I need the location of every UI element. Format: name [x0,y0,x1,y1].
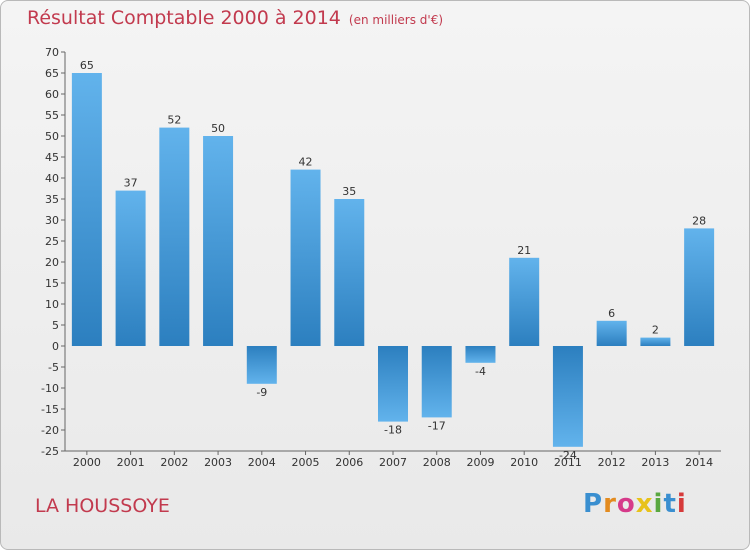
chart-title: Résultat Comptable 2000 à 2014 (en millie… [27,7,443,29]
data-label: 2 [652,324,659,337]
chart-subtitle: (en milliers d'€) [348,13,444,27]
bar-2005[interactable] [290,169,321,346]
y-tick-label: 15 [45,277,59,290]
data-label: 65 [80,59,94,72]
bar-2003[interactable] [203,136,234,346]
x-tick-label: 2010 [510,456,538,469]
bar-2001[interactable] [115,190,146,346]
chart-title-text: Résultat Comptable 2000 à 2014 [27,7,341,29]
data-label: -4 [475,365,486,378]
x-tick-label: 2008 [423,456,451,469]
bar-2006[interactable] [334,199,365,346]
data-label: 37 [124,177,138,190]
y-tick-label: 20 [45,256,59,269]
x-tick-label: 2000 [73,456,101,469]
data-label: -17 [428,419,446,432]
y-tick-label: 60 [45,88,59,101]
x-tick-label: 2001 [117,456,145,469]
y-tick-label: 65 [45,67,59,80]
y-tick-label: -25 [41,445,59,458]
bar-2004[interactable] [246,346,277,384]
x-tick-label: 2013 [641,456,669,469]
data-label: -9 [256,386,267,399]
data-label: -18 [384,424,402,437]
y-tick-label: -5 [48,361,59,374]
y-tick-label: -15 [41,403,59,416]
y-tick-label: 35 [45,193,59,206]
y-tick-label: 10 [45,298,59,311]
data-label: 21 [517,244,531,257]
bar-2010[interactable] [509,257,540,346]
x-tick-label: 2014 [685,456,713,469]
y-tick-label: 25 [45,235,59,248]
x-tick-label: 2005 [292,456,320,469]
y-tick-label: 30 [45,214,59,227]
data-label: 6 [608,307,615,320]
bar-2011[interactable] [552,346,583,447]
y-tick-label: 50 [45,130,59,143]
x-tick-label: 2003 [204,456,232,469]
bar-2002[interactable] [159,127,190,346]
data-label: 28 [692,214,706,227]
bar-2000[interactable] [71,73,102,346]
data-label: -24 [559,449,577,462]
y-tick-label: -10 [41,382,59,395]
x-tick-label: 2009 [466,456,494,469]
x-tick-label: 2012 [598,456,626,469]
data-label: 52 [167,114,181,127]
bar-2012[interactable] [596,320,627,346]
y-tick-label: 5 [52,319,59,332]
y-tick-label: 55 [45,109,59,122]
y-tick-label: 40 [45,172,59,185]
bar-2007[interactable] [378,346,408,422]
y-tick-label: -20 [41,424,59,437]
x-tick-label: 2006 [335,456,363,469]
proxiti-logo[interactable]: Proxiti [583,489,687,519]
bar-2014[interactable] [684,228,715,346]
y-tick-label: 0 [52,340,59,353]
bar-2008[interactable] [421,346,452,418]
x-tick-label: 2011 [554,456,582,469]
bar-2013[interactable] [640,337,671,346]
data-label: 50 [211,122,225,135]
commune-name: LA HOUSSOYE [35,495,170,517]
x-tick-label: 2007 [379,456,407,469]
y-tick-label: 70 [45,46,59,59]
x-tick-label: 2004 [248,456,276,469]
bar-2009[interactable] [465,346,496,363]
y-tick-label: 45 [45,151,59,164]
data-label: 42 [299,156,313,169]
data-label: 35 [342,185,356,198]
x-tick-label: 2002 [160,456,188,469]
